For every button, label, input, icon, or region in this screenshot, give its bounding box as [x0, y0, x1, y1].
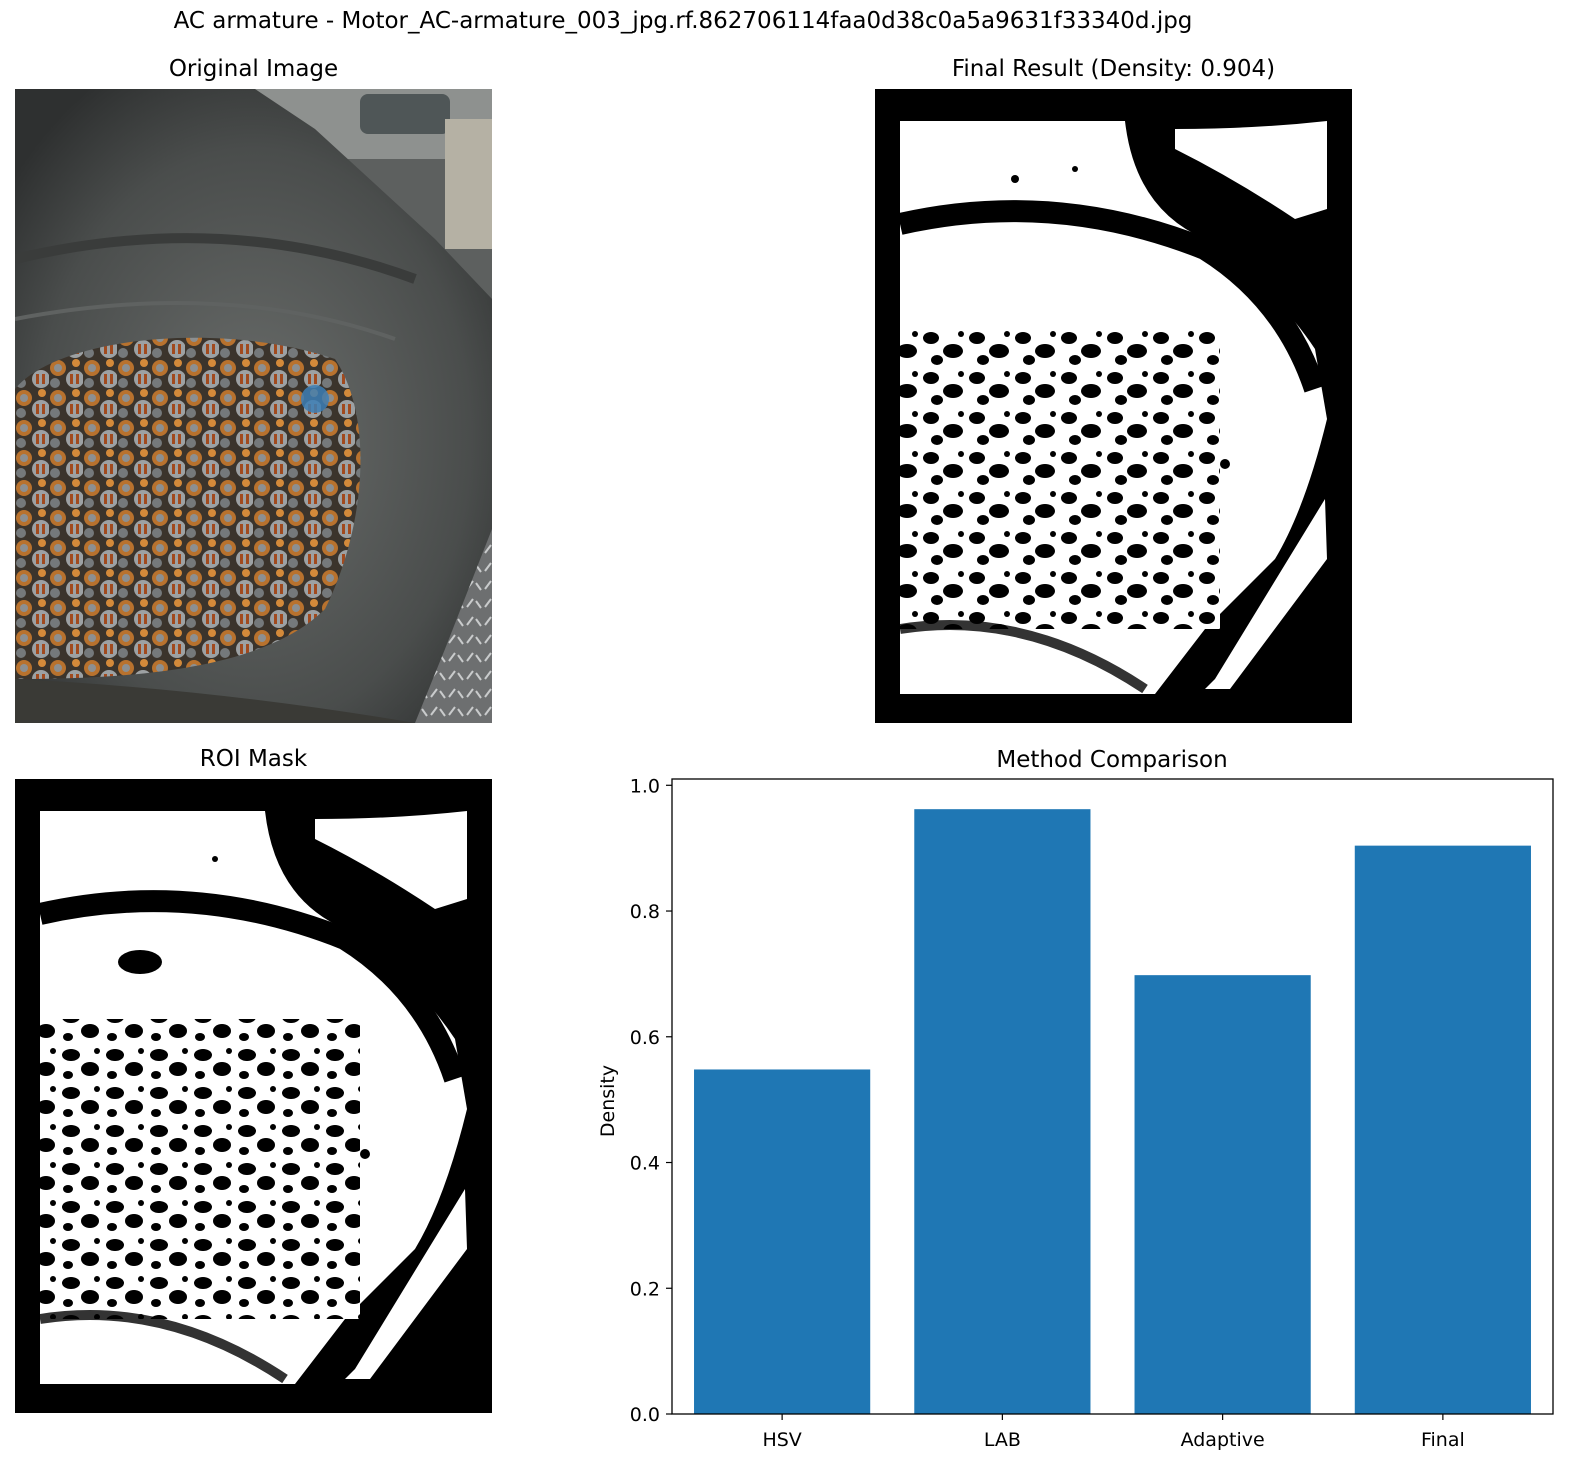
original-image — [15, 89, 492, 723]
bar-lab — [914, 809, 1091, 1414]
final-result-mask — [875, 89, 1352, 723]
final-result-title: Final Result (Density: 0.904) — [951, 56, 1276, 82]
y-tick-label-0: 0.0 — [630, 1404, 660, 1426]
bar-final — [1354, 845, 1531, 1414]
bar-adaptive — [1134, 975, 1311, 1414]
x-axis: HSV LAB Adaptive Final — [762, 1414, 1465, 1451]
final-mask-drawing — [875, 89, 1352, 723]
chart-title: Method Comparison — [996, 747, 1227, 773]
plot-frame — [671, 778, 1554, 1415]
x-tick-label-lab: LAB — [984, 1429, 1021, 1451]
y-tick-label-4: 0.8 — [630, 901, 660, 923]
bar-group — [694, 809, 1531, 1414]
roi-mask-drawing — [15, 779, 492, 1413]
roi-mask — [15, 779, 492, 1413]
y-axis: 0.0 0.2 0.4 0.6 0.8 1.0 — [630, 775, 672, 1426]
bar-hsv — [694, 1069, 871, 1414]
roi-mask-title: ROI Mask — [199, 746, 308, 772]
x-tick-label-hsv: HSV — [762, 1429, 801, 1451]
x-tick-label-adaptive: Adaptive — [1181, 1429, 1265, 1451]
y-axis-label: Density — [597, 1065, 619, 1137]
x-tick-label-final: Final — [1421, 1429, 1465, 1451]
figure-title: AC armature - Motor_AC-armature_003_jpg.… — [173, 8, 1193, 34]
original-image-title: Original Image — [168, 56, 339, 82]
y-tick-label-3: 0.6 — [630, 1027, 660, 1049]
y-tick-label-2: 0.4 — [630, 1153, 660, 1175]
y-tick-label-1: 0.2 — [630, 1278, 660, 1300]
y-tick-label-5: 1.0 — [630, 775, 660, 797]
